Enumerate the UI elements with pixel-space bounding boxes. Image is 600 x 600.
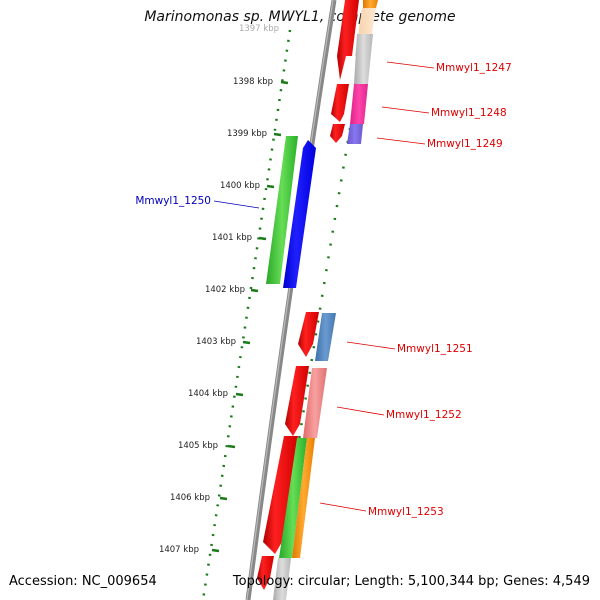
tick-label: 1401 kbp bbox=[212, 233, 252, 243]
gene-feature[interactable] bbox=[283, 140, 316, 288]
gene-labels: Mmwyl1_1247 Mmwyl1_1248 Mmwyl1_1249 Mmwy… bbox=[135, 62, 511, 518]
genes-inner-strand[interactable] bbox=[257, 0, 359, 590]
gene-label-mmwyl1-1253[interactable]: Mmwyl1_1253 bbox=[368, 506, 444, 518]
gene-feature[interactable] bbox=[347, 124, 363, 144]
tick-label: 1400 kbp bbox=[220, 181, 260, 191]
gene-feature[interactable] bbox=[363, 0, 378, 8]
genome-summary: Topology: circular; Length: 5,100,344 bp… bbox=[232, 574, 590, 589]
gene-feature[interactable] bbox=[273, 558, 291, 600]
major-ticks bbox=[211, 80, 289, 553]
label-connectors bbox=[213, 61, 435, 512]
gene-label-mmwyl1-1247[interactable]: Mmwyl1_1247 bbox=[436, 62, 512, 74]
gene-feature[interactable] bbox=[292, 438, 315, 558]
tick-label: 1406 kbp bbox=[170, 493, 210, 503]
gene-feature[interactable] bbox=[337, 0, 359, 80]
genome-backbone bbox=[245, 0, 337, 600]
genome-title: Marinomonas sp. MWYL1, complete genome bbox=[144, 9, 456, 25]
tick-label: 1397 kbp bbox=[239, 24, 279, 34]
gene-feature[interactable] bbox=[330, 124, 345, 143]
gene-feature[interactable] bbox=[285, 366, 309, 436]
gene-feature[interactable] bbox=[303, 368, 327, 438]
gene-feature[interactable] bbox=[350, 84, 368, 124]
tick-label: 1407 kbp bbox=[159, 545, 199, 555]
tick-label: 1402 kbp bbox=[205, 285, 245, 295]
gene-feature[interactable] bbox=[315, 313, 336, 361]
tick-label: 1403 kbp bbox=[196, 337, 236, 347]
gene-label-mmwyl1-1248[interactable]: Mmwyl1_1248 bbox=[431, 107, 507, 119]
gene-feature[interactable] bbox=[266, 136, 298, 284]
gene-feature[interactable] bbox=[354, 34, 373, 84]
tick-labels: 1397 kbp 1398 kbp 1399 kbp 1400 kbp 1401… bbox=[159, 24, 279, 555]
gene-label-mmwyl1-1250[interactable]: Mmwyl1_1250 bbox=[135, 195, 211, 207]
tick-label: 1399 kbp bbox=[227, 129, 267, 139]
accession-label: Accession: NC_009654 bbox=[9, 574, 157, 589]
tick-label: 1398 kbp bbox=[233, 77, 273, 87]
gene-feature[interactable] bbox=[331, 84, 349, 122]
genome-backbone-highlight bbox=[246, 0, 334, 600]
gene-label-mmwyl1-1249[interactable]: Mmwyl1_1249 bbox=[427, 138, 503, 150]
gene-feature[interactable] bbox=[257, 556, 274, 590]
tick-label: 1404 kbp bbox=[188, 389, 228, 399]
gene-feature[interactable] bbox=[279, 438, 307, 558]
gene-feature[interactable] bbox=[298, 312, 319, 357]
genes-outer-strand[interactable] bbox=[266, 0, 378, 600]
gene-label-mmwyl1-1251[interactable]: Mmwyl1_1251 bbox=[397, 343, 473, 355]
tick-label: 1405 kbp bbox=[178, 441, 218, 451]
gene-label-mmwyl1-1252[interactable]: Mmwyl1_1252 bbox=[386, 409, 462, 421]
gene-feature[interactable] bbox=[263, 436, 298, 554]
